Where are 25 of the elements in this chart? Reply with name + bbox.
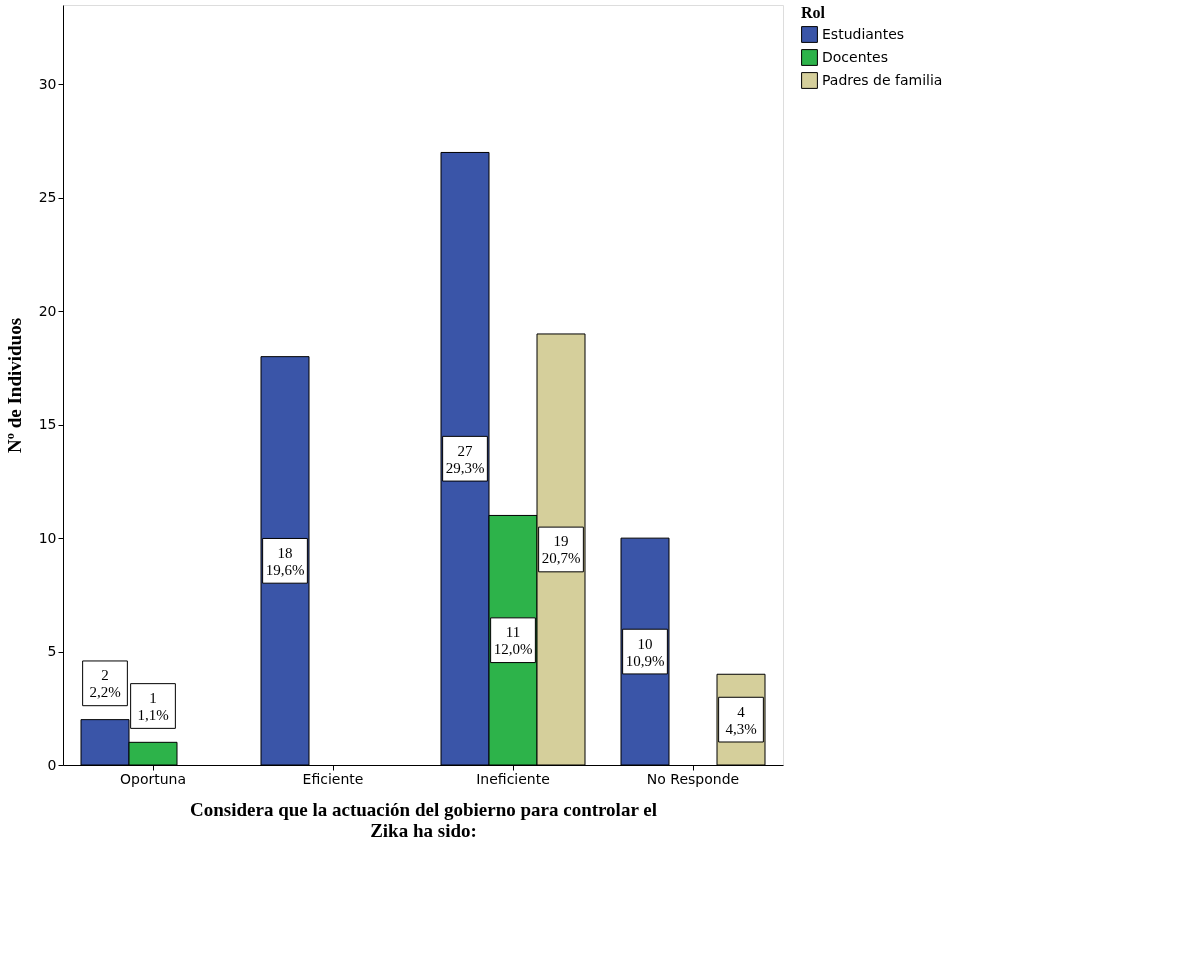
x-tick-label: No Responde — [646, 770, 740, 787]
y-tick-label: 5 — [47, 643, 57, 660]
data-label: 4 4,3% — [725, 703, 757, 737]
legend-title: Rol — [801, 4, 826, 21]
data-label: 27 29,3% — [445, 442, 485, 476]
x-tick-label: Ineficiente — [476, 770, 550, 787]
data-label: 2 2,2% — [89, 667, 121, 701]
y-tick-label: 20 — [38, 302, 57, 319]
data-label: 1 1,1% — [137, 690, 169, 724]
legend-label: Docentes — [822, 48, 888, 65]
data-label: 19 20,7% — [541, 533, 581, 567]
legend-label: Estudiantes — [822, 25, 905, 42]
data-label: 10 10,9% — [625, 635, 665, 669]
x-tick-label: Eficiente — [302, 770, 364, 787]
legend-label: Padres de familia — [822, 71, 943, 88]
data-label: 11 12,0% — [493, 624, 533, 658]
x-axis-title: Considera que la actuación del gobierno para controlar el Zika ha sido: — [190, 798, 657, 841]
y-axis-title: Nº de Individuos — [3, 317, 25, 454]
data-label: 18 19,6% — [265, 544, 305, 578]
y-tick-label: 10 — [38, 529, 57, 546]
y-tick-label: 25 — [38, 189, 57, 206]
y-tick-label: 0 — [47, 756, 57, 773]
y-tick-label: 30 — [38, 75, 57, 92]
y-tick-label: 15 — [38, 416, 57, 433]
x-tick-label: Oportuna — [119, 770, 187, 787]
